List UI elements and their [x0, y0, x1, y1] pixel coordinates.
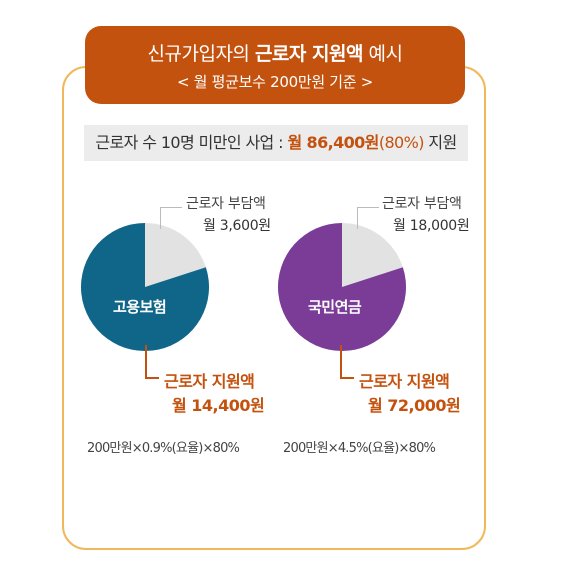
burden-leader [357, 207, 379, 208]
banner-prefix: 근로자 수 10명 미만인 사업 : [95, 133, 288, 152]
formula: 200만원×0.9%(요율)×80% [87, 441, 240, 456]
support-banner: 근로자 수 10명 미만인 사업 : 월 86,400원(80%) 지원 [84, 125, 468, 161]
banner-amount: 월 86,400원 [287, 133, 379, 152]
banner-pct: (80%) [378, 133, 425, 152]
support-amount: 월 14,400원 [172, 396, 265, 415]
support-caption: 근로자 지원액 [164, 372, 255, 391]
burden-caption: 근로자 부담액 [382, 196, 462, 212]
page-subtitle: < 월 평균보수 200만원 기준 > [176, 73, 374, 91]
support-amount: 월 72,000원 [368, 396, 461, 415]
support-leader [340, 345, 342, 379]
burden-amount: 월 18,000원 [393, 218, 470, 234]
page-title: 신규가입자의 근로자 지원액 예시 [85, 39, 465, 66]
support-leader [145, 345, 147, 379]
pie-slice-burden [145, 223, 206, 287]
title-box: 신규가입자의 근로자 지원액 예시 < 월 평균보수 200만원 기준 > [85, 26, 465, 104]
pie-chart-national-pension [278, 223, 406, 351]
pie-slice-support [278, 223, 406, 351]
pie-chart-employment-insurance [81, 223, 209, 351]
burden-amount: 월 3,600원 [203, 218, 271, 234]
title-prefix: 신규가입자의 [147, 43, 255, 65]
pie-slice-burden [342, 223, 403, 287]
support-leader [145, 377, 159, 379]
pie-label: 국민연금 [308, 298, 362, 316]
formula: 200만원×4.5%(요율)×80% [283, 441, 436, 456]
support-leader [340, 377, 354, 379]
burden-leader [357, 207, 358, 229]
pie-label: 고용보험 [113, 298, 167, 316]
title-bold: 근로자 지원액 [254, 43, 364, 65]
burden-leader [160, 207, 182, 208]
pie-slice-support [81, 223, 209, 351]
banner-suffix: 지원 [423, 133, 457, 152]
support-caption: 근로자 지원액 [359, 372, 450, 391]
title-suffix: 예시 [362, 43, 403, 65]
burden-leader [160, 207, 161, 229]
burden-caption: 근로자 부담액 [186, 196, 266, 212]
